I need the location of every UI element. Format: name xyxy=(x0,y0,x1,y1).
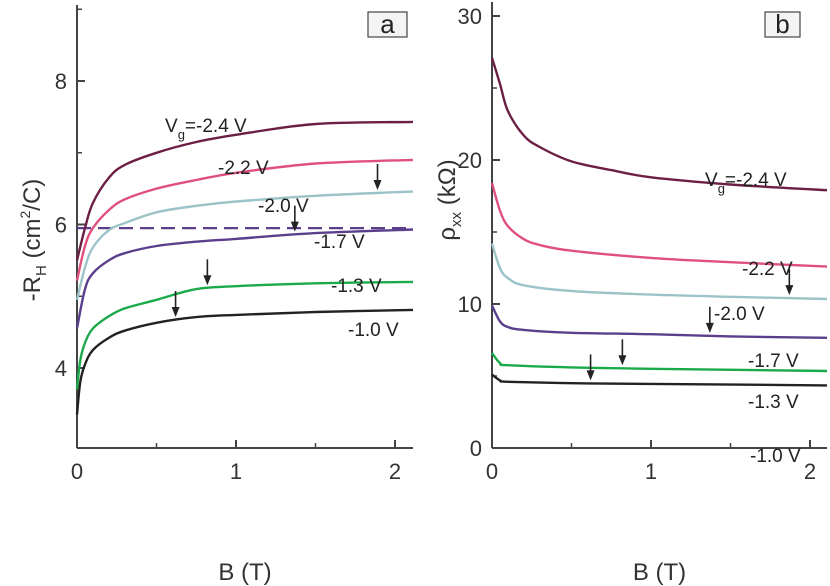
series-line xyxy=(75,120,414,261)
series-line xyxy=(490,304,828,339)
x-axis-title: B (T) xyxy=(633,559,686,586)
series-label: -1.3 V xyxy=(748,392,799,413)
series-line xyxy=(75,158,414,281)
arrow-head-icon xyxy=(618,355,627,366)
y-axis-title-unit: (kΩ) xyxy=(434,159,461,212)
y-tick-label: 10 xyxy=(458,292,482,317)
arrow-head-icon xyxy=(373,180,382,191)
arrow-head-icon xyxy=(290,221,299,232)
y-axis-title-main: ρ xyxy=(434,227,461,241)
y-tick-label: 30 xyxy=(458,4,482,29)
y-tick-label: 4 xyxy=(55,356,67,381)
series-line xyxy=(75,280,414,390)
y-axis-title-unit-end: /C) xyxy=(19,179,46,211)
series-label: -1.0 V xyxy=(348,320,399,341)
y-tick-label: 6 xyxy=(55,213,67,238)
series-line xyxy=(491,373,828,387)
x-tick-label: 1 xyxy=(645,459,657,484)
y-axis-title-main: -R xyxy=(19,276,46,301)
series-label-value: =-2.4 V xyxy=(725,170,787,191)
y-axis-title-subscript: xx xyxy=(448,211,465,227)
x-tick-label: 2 xyxy=(804,459,816,484)
arrow-head-icon xyxy=(705,322,714,333)
series-label-subscript: g xyxy=(718,181,725,196)
series-line xyxy=(490,57,828,192)
series-label-v: V xyxy=(705,170,718,191)
series-line xyxy=(490,243,828,301)
y-tick-label: 8 xyxy=(55,69,67,94)
series-label: -1.3 V xyxy=(331,276,382,297)
x-axis-title: B (T) xyxy=(218,559,271,586)
y-axis-title: ρxx (kΩ) xyxy=(434,159,465,240)
series-label: -1.7 V xyxy=(314,232,365,253)
arrow-head-icon xyxy=(586,370,595,381)
y-axis-title: -RH (cm2/C) xyxy=(17,179,50,302)
series-label: Vg=-2.4 V xyxy=(165,116,247,142)
series-label: -1.7 V xyxy=(748,351,799,372)
series-label-value: =-2.4 V xyxy=(185,116,247,137)
y-tick-label: 0 xyxy=(470,436,482,461)
series-label: -2.0 V xyxy=(714,304,765,325)
series-label: -2.0 V xyxy=(258,196,309,217)
series-line xyxy=(75,308,414,415)
arrow-head-icon xyxy=(785,285,794,296)
panel-label: b xyxy=(775,9,789,39)
y-axis-title-subscript: H xyxy=(33,265,50,276)
x-tick-label: 0 xyxy=(71,459,83,484)
panel-label-box xyxy=(764,11,801,38)
y-axis-title-superscript: 2 xyxy=(17,210,33,218)
series-label-subscript: g xyxy=(178,127,185,142)
series-label: -2.2 V xyxy=(218,158,269,179)
series-label-v: V xyxy=(165,116,178,137)
y-axis-title-unit: (cm xyxy=(19,218,46,265)
series-label: -2.2 V xyxy=(742,259,793,280)
series-line xyxy=(491,352,828,373)
x-tick-label: 1 xyxy=(230,459,242,484)
series-label: Vg=-2.4 V xyxy=(705,170,787,196)
x-tick-label: 2 xyxy=(389,459,401,484)
series-line xyxy=(490,182,828,268)
series-line xyxy=(75,228,414,329)
series-label: -1.0 V xyxy=(750,446,801,467)
series-line xyxy=(75,190,414,301)
panel-label-box xyxy=(367,11,408,38)
arrow-head-icon xyxy=(171,307,180,318)
arrow-head-icon xyxy=(203,275,212,286)
panel-label: a xyxy=(380,9,395,39)
y-tick-label: 20 xyxy=(458,148,482,173)
x-tick-label: 0 xyxy=(486,459,498,484)
